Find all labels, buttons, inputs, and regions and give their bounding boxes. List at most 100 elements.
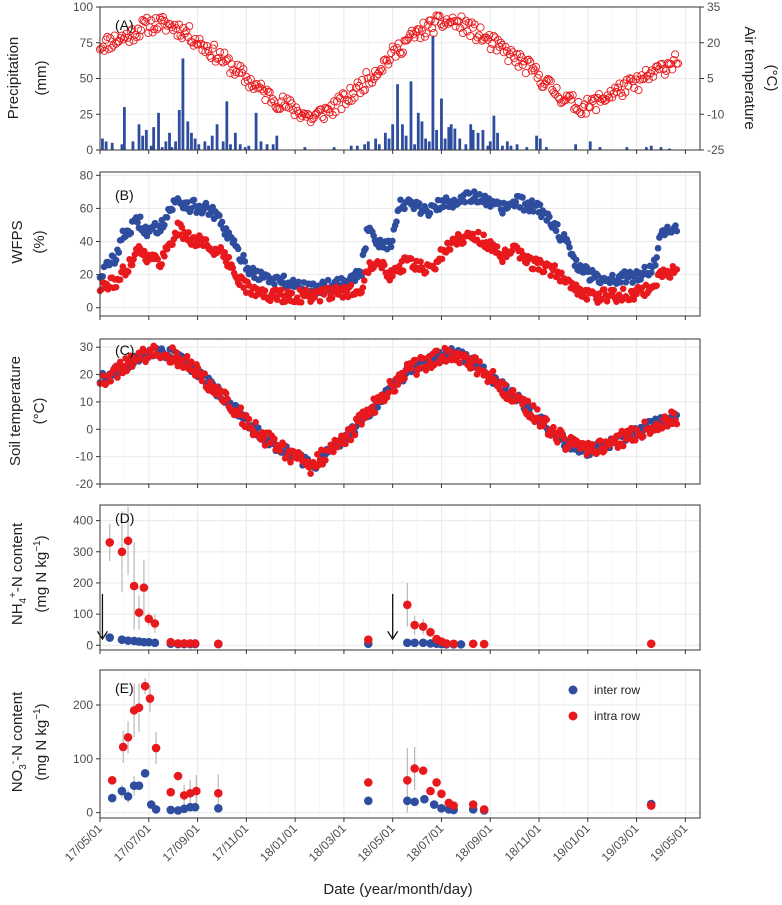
intra-row-point [261, 287, 269, 295]
air-temp-point [514, 62, 523, 71]
air-temp-point [477, 36, 487, 45]
inter-row-point [652, 261, 659, 269]
inter-row-point [512, 199, 520, 206]
inter-row-point [295, 278, 302, 286]
precip-bar [221, 141, 225, 150]
air-temp-point [239, 65, 248, 74]
intra-row-point [140, 681, 150, 691]
intra-row-point [303, 286, 310, 294]
precip-bar [420, 121, 424, 150]
air-temp-point [426, 16, 435, 25]
air-temp-point [268, 95, 277, 104]
intra-row-point [395, 262, 403, 270]
intra-row-point [363, 635, 373, 645]
inter-row-point [572, 256, 580, 264]
precip-bar [404, 135, 408, 150]
air-temp-point [208, 44, 217, 53]
panel-border [99, 338, 701, 485]
inter-row-point [151, 805, 161, 814]
precip-bar [443, 138, 447, 150]
intra-row-point [468, 364, 475, 372]
air-temp-point [350, 93, 359, 102]
inter-row-point [362, 245, 369, 252]
inter-row-point [127, 229, 135, 237]
intra-row-point [633, 290, 640, 298]
a-ylabel-line1: Precipitation [5, 37, 22, 120]
intra-row-point [432, 778, 441, 787]
air-temp-point [215, 48, 225, 57]
intra-row-point [413, 371, 420, 378]
intra-row-point [639, 433, 647, 440]
c-ylabel-line2: (°C) [31, 398, 48, 425]
precip-bar [515, 144, 519, 150]
air-temp-point [265, 88, 274, 97]
intra-row-point [369, 403, 376, 411]
air-temp-point [356, 88, 365, 98]
inter-row-point [140, 769, 150, 778]
y-tick-label: 40 [80, 235, 94, 249]
intra-row-point [554, 438, 561, 446]
air-temp-point [150, 25, 159, 34]
intra-row-point [371, 409, 379, 416]
air-temp-point [398, 48, 407, 57]
intra-row-point [407, 255, 415, 262]
precip-bar [413, 144, 417, 150]
intra-row-point [360, 277, 368, 284]
precip-bar [496, 132, 499, 150]
air-temp-point [463, 27, 472, 36]
air-temp-point [486, 45, 495, 54]
d-ylabel-pre: NH [9, 603, 26, 625]
intra-row-point [173, 349, 180, 356]
air-temp-point [144, 28, 153, 37]
air-temp-point [603, 91, 612, 100]
intra-row-point [118, 742, 128, 752]
intra-row-point [154, 255, 161, 263]
precip-bar [170, 147, 174, 150]
intra-row-point [123, 536, 133, 546]
precip-bar [464, 144, 468, 150]
inter-row-point [418, 638, 428, 648]
intra-row-point [112, 283, 120, 291]
inter-row-point [271, 280, 278, 288]
panel-c-soil-temperature: -20 -10 0 10 20 30 [76, 338, 701, 491]
intra-row-point [646, 801, 656, 810]
air-temp-point [376, 64, 386, 73]
air-temp-point [126, 26, 135, 35]
precip-bar [391, 124, 395, 150]
inter-row-point [554, 221, 561, 228]
intra-row-point [445, 346, 453, 354]
intra-row-point [540, 268, 548, 276]
inter-row-point [190, 196, 198, 204]
intra-row-point [551, 262, 559, 269]
e-ylabel-sup: - [8, 761, 19, 764]
air-temp-point [210, 40, 219, 49]
precip-bar [416, 112, 420, 150]
air-temp-point [435, 11, 444, 20]
air-temp-point [640, 74, 649, 83]
precip-bar [488, 141, 492, 150]
air-temp-point [543, 74, 552, 83]
air-temp-point [158, 13, 167, 22]
intra-row-point [107, 776, 117, 785]
intra-row-point [446, 246, 454, 253]
intra-row-point [437, 789, 446, 799]
intra-row-point [399, 267, 407, 275]
intra-row-point [213, 639, 223, 649]
precip-bar [505, 141, 509, 150]
inter-row-point [134, 781, 144, 791]
air-temp-point [432, 11, 441, 20]
precip-bar [409, 81, 413, 150]
intra-row-point [252, 418, 259, 426]
intra-row-point [474, 228, 482, 236]
air-temp-point [555, 94, 564, 104]
intra-row-point [307, 470, 314, 477]
air-temp-point [615, 79, 624, 88]
air-temp-point [611, 83, 620, 92]
inter-row-point [499, 209, 506, 217]
intra-row-point [330, 448, 337, 456]
intra-row-point [169, 241, 176, 248]
air-temp-point [567, 95, 576, 104]
intra-row-point [673, 266, 681, 273]
air-temp-point [532, 63, 541, 72]
intra-row-point [673, 420, 681, 428]
